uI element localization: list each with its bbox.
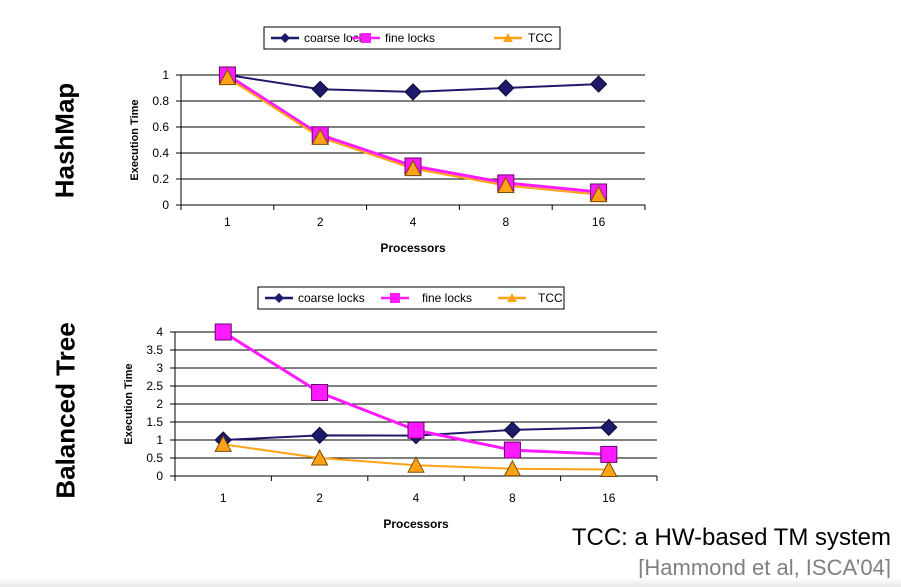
y-tick-label: 1 bbox=[162, 68, 169, 82]
legend-label: TCC bbox=[528, 31, 553, 45]
y-tick-label: 0.8 bbox=[152, 94, 169, 108]
data-point bbox=[404, 83, 422, 101]
y-tick-label: 1.5 bbox=[146, 415, 163, 429]
y-tick-label: 2 bbox=[156, 397, 163, 411]
x-tick-label: 2 bbox=[317, 215, 324, 229]
x-tick-label: 1 bbox=[220, 491, 227, 505]
x-tick-label: 2 bbox=[316, 491, 323, 505]
legend-marker bbox=[280, 33, 290, 43]
data-point bbox=[407, 421, 425, 439]
x-tick-label: 8 bbox=[502, 215, 509, 229]
legend-marker bbox=[503, 33, 513, 42]
data-point bbox=[407, 456, 425, 473]
legend-label: coarse locks bbox=[304, 31, 371, 45]
legend-label: fine locks bbox=[385, 31, 435, 45]
data-point bbox=[404, 159, 422, 177]
y-tick-label: 2.5 bbox=[146, 379, 163, 393]
y-tick-label: 0.4 bbox=[152, 146, 169, 160]
legend-box bbox=[257, 286, 565, 310]
data-point bbox=[600, 418, 618, 437]
data-point bbox=[310, 426, 329, 445]
x-tick-label: 8 bbox=[509, 491, 516, 505]
legend-marker bbox=[274, 293, 284, 303]
data-point bbox=[599, 460, 618, 478]
y-tick-label: 0 bbox=[162, 198, 169, 212]
y-tick-label: 3 bbox=[156, 361, 163, 375]
x-tick-label: 16 bbox=[592, 215, 606, 229]
legend-marker bbox=[361, 33, 371, 43]
data-point bbox=[503, 441, 521, 459]
data-point bbox=[496, 176, 515, 193]
data-point bbox=[589, 185, 608, 203]
legend-label: fine locks bbox=[422, 291, 472, 305]
data-point bbox=[214, 323, 232, 341]
data-point bbox=[600, 445, 618, 463]
x-axis-title: Processors bbox=[380, 241, 446, 255]
y-tick-label: 4 bbox=[156, 325, 163, 339]
x-tick-label: 4 bbox=[413, 491, 420, 505]
data-point bbox=[311, 80, 329, 99]
y-axis-title: Execution Time bbox=[123, 363, 135, 444]
citation: [Hammond et al, ISCA’04] bbox=[638, 555, 891, 580]
legend-marker bbox=[390, 293, 400, 303]
data-point bbox=[311, 383, 329, 401]
data-point bbox=[310, 448, 329, 466]
y-tick-label: 3.5 bbox=[146, 343, 163, 357]
y-tick-label: 0 bbox=[156, 469, 163, 483]
bottom-shadow bbox=[0, 578, 901, 587]
x-tick-label: 1 bbox=[224, 215, 231, 229]
data-point bbox=[311, 128, 330, 145]
legend-box bbox=[263, 26, 561, 50]
y-tick-label: 1 bbox=[156, 433, 163, 447]
balanced-tree-label: Balanced Tree bbox=[50, 322, 81, 499]
legend-label: TCC bbox=[538, 291, 563, 305]
data-point bbox=[218, 68, 237, 86]
x-tick-label: 16 bbox=[602, 491, 616, 505]
y-axis-title: Execution Time bbox=[129, 99, 141, 180]
data-point bbox=[497, 79, 515, 97]
legend-marker bbox=[507, 293, 517, 302]
data-point bbox=[503, 459, 522, 477]
y-tick-label: 0.6 bbox=[152, 120, 169, 134]
data-point bbox=[589, 75, 608, 93]
data-point bbox=[503, 421, 522, 439]
y-tick-label: 0.5 bbox=[146, 451, 163, 465]
y-tick-label: 0.2 bbox=[152, 172, 169, 186]
x-tick-label: 4 bbox=[410, 215, 417, 229]
x-axis-title: Processors bbox=[383, 517, 449, 531]
data-point bbox=[214, 435, 233, 452]
legend-label: coarse locks bbox=[298, 291, 365, 305]
hashmap-label: HashMap bbox=[49, 82, 80, 199]
caption: TCC: a HW-based TM system bbox=[571, 524, 891, 551]
